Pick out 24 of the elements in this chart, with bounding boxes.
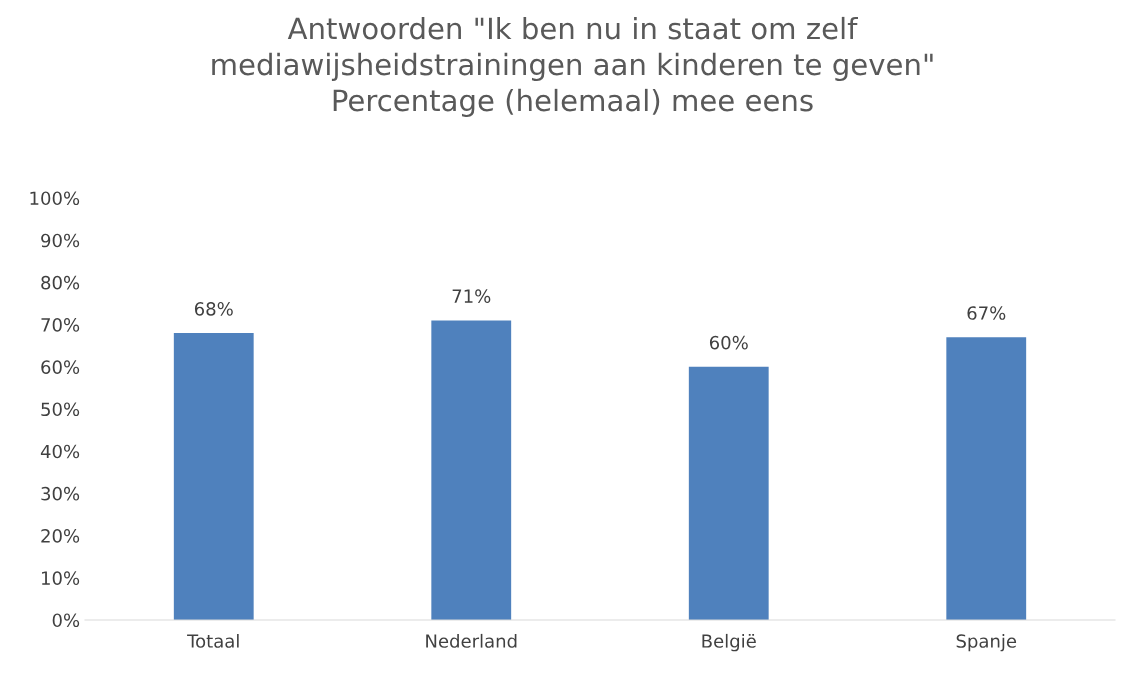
y-tick-label: 70% [41,318,80,332]
y-tick-label: 20% [41,529,80,543]
bar [946,337,1027,620]
x-tick-label: Spanje [956,633,1017,652]
x-tick-label: Totaal [187,633,239,648]
y-tick-label: 0% [52,613,80,628]
y-tick-label: 30% [41,486,80,501]
y-tick-label: 40% [40,444,80,459]
y-tick-label: 80% [41,275,80,290]
data-label: 60% [709,335,748,350]
x-tick-label: Nederland [426,633,517,648]
y-tick-label: 10% [41,571,80,585]
data-label: 71% [452,289,491,303]
bar [688,366,769,620]
data-label: 68% [194,302,233,316]
y-tick-label: 60% [41,360,80,374]
data-label: 67% [967,306,1006,320]
bar [173,333,254,620]
bar [431,320,512,620]
y-tick-label: 90% [41,233,80,248]
y-tick-label: 100% [30,191,80,206]
x-tick-label: België [702,633,756,652]
y-tick-label: 50% [41,402,80,417]
chart-title: Antwoorden "Ik ben nu in staat om zelf mediawijsheidstrainingen aan kinderen te geven" Percentage (helemaal) mee eens [212,16,933,118]
